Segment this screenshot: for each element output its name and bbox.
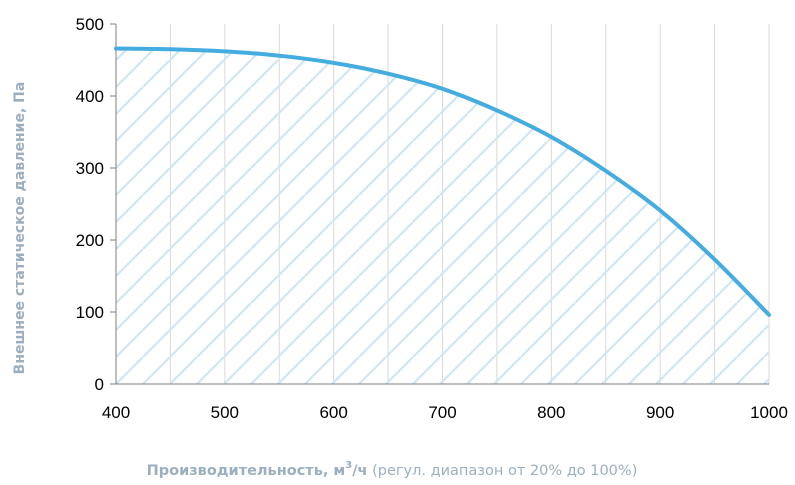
axes <box>110 23 769 385</box>
x-tick-label: 800 <box>537 403 565 422</box>
x-axis-title: Производительность, м3/ч (регул. диапазо… <box>147 460 638 479</box>
x-tick-label: 900 <box>646 403 674 422</box>
y-tick-label: 500 <box>76 15 104 34</box>
x-tick-label: 500 <box>211 403 239 422</box>
y-tick-labels: 0 100 200 300 400 500 <box>76 15 104 394</box>
x-tick-label: 700 <box>428 403 456 422</box>
x-tick-label: 600 <box>319 403 347 422</box>
x-tick-label: 1000 <box>750 403 788 422</box>
operating-area-hatch <box>116 48 769 384</box>
x-tick-label: 400 <box>102 403 130 422</box>
y-axis-title: Внешнее статическое давление, Па <box>12 82 28 375</box>
y-tick-label: 200 <box>76 231 104 250</box>
x-axis-title-superscript: 3 <box>345 460 352 471</box>
y-tick-label: 300 <box>76 159 104 178</box>
fan-curve-line <box>114 46 771 317</box>
x-axis-title-main: Производительность, м <box>147 463 346 479</box>
y-tick-label: 400 <box>76 87 104 106</box>
x-tick-labels: 400 500 600 700 800 900 1000 <box>102 403 788 422</box>
y-tick-label: 0 <box>95 375 104 394</box>
x-axis-title-unit: /ч <box>352 463 367 479</box>
y-tick-label: 100 <box>76 303 104 322</box>
x-axis-title-note: (регул. диапазон от 20% до 100%) <box>368 463 638 479</box>
